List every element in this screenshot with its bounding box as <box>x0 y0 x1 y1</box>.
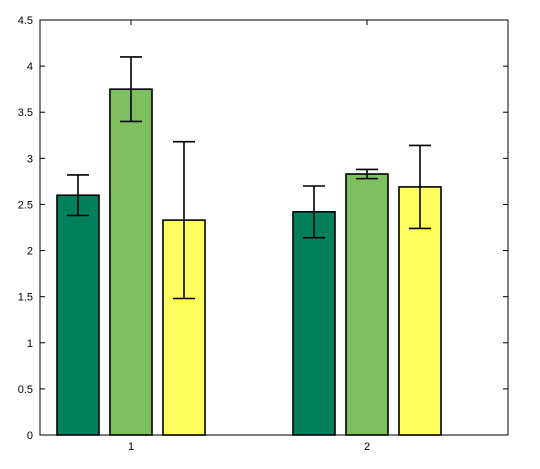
bar <box>109 88 153 436</box>
x-tick-label: 1 <box>128 441 134 453</box>
y-tick-label: 0.5 <box>18 384 33 396</box>
error-bar <box>67 174 89 217</box>
bar <box>56 194 100 436</box>
y-tick-label: 3.5 <box>18 107 33 119</box>
y-tick-label: 3 <box>27 153 33 165</box>
y-axis: 0 0.5 1 1.5 2 2.5 3 3.5 4 4.5 <box>18 15 508 442</box>
y-tick-label: 2 <box>27 246 33 258</box>
y-tick-label: 4.5 <box>18 15 33 27</box>
y-tick-label: 1.5 <box>18 292 33 304</box>
bar <box>292 211 336 436</box>
error-bar <box>173 140 195 300</box>
error-bar <box>409 144 431 230</box>
y-tick-label: 4 <box>27 61 33 73</box>
y-tick-label: 0 <box>27 430 33 442</box>
error-bar <box>303 185 325 239</box>
y-tick-label: 1 <box>27 338 33 350</box>
error-bar <box>120 56 142 123</box>
error-bar <box>356 168 378 180</box>
errorbar-group <box>67 56 431 300</box>
y-tick-label: 2.5 <box>18 199 33 211</box>
x-tick-label: 2 <box>364 441 370 453</box>
bar <box>345 173 389 436</box>
